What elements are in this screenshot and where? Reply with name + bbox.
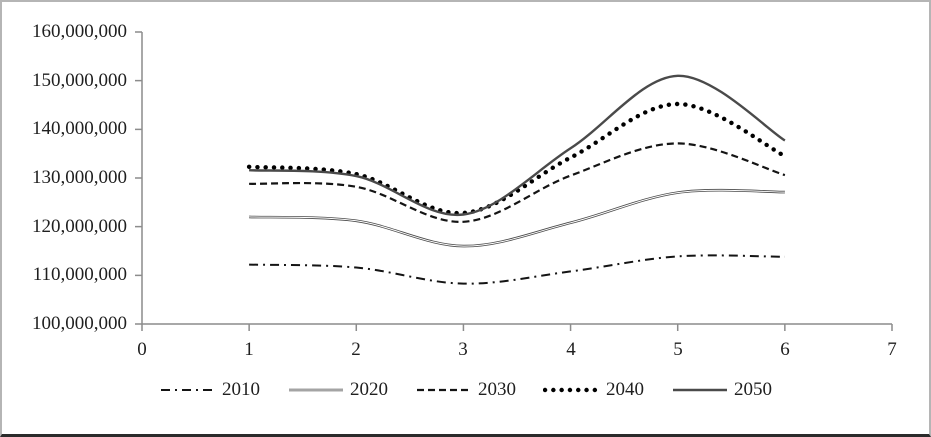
y-tick-label: 140,000,000 — [32, 118, 127, 139]
y-tick-label: 130,000,000 — [32, 167, 127, 188]
legend-label: 2030 — [478, 379, 516, 400]
legend-line-sample-dotted-icon — [543, 387, 601, 393]
legend-item-2040: 2040 — [543, 378, 644, 402]
legend-label: 2040 — [606, 379, 644, 400]
x-tick-label: 5 — [673, 339, 683, 360]
y-tick-label: 150,000,000 — [32, 70, 127, 91]
x-tick-label: 1 — [244, 339, 254, 360]
legend-item-2030: 2030 — [415, 378, 516, 402]
x-tick-label: 0 — [137, 339, 147, 360]
y-tick-label: 110,000,000 — [32, 264, 127, 285]
legend-item-2010: 2010 — [159, 378, 260, 402]
y-axis-tick-labels: 160,000,000 150,000,000 140,000,000 130,… — [0, 0, 131, 340]
legend-item-2050: 2050 — [671, 378, 772, 402]
x-tick-label: 2 — [351, 339, 361, 360]
legend-line-sample-thin-solid-icon — [289, 388, 343, 392]
legend-label: 2020 — [350, 379, 388, 400]
x-axis-tick-labels: 0 1 2 3 4 5 6 7 — [0, 339, 931, 365]
legend-item-2020: 2020 — [287, 378, 388, 402]
y-tick-label: 100,000,000 — [32, 313, 127, 334]
x-tick-label: 7 — [887, 339, 897, 360]
legend-label: 2010 — [222, 379, 260, 400]
y-tick-label: 120,000,000 — [32, 216, 127, 237]
chart-legend: 2010 2020 2030 2040 2050 — [0, 378, 931, 402]
legend-label: 2050 — [734, 379, 772, 400]
legend-line-sample-solid-icon — [673, 388, 727, 392]
y-tick-label: 160,000,000 — [32, 21, 127, 42]
legend-line-sample-dash-dot-icon — [161, 389, 215, 391]
x-tick-label: 3 — [458, 339, 468, 360]
x-tick-label: 4 — [566, 339, 576, 360]
legend-line-sample-dashed-icon — [417, 388, 471, 392]
top-edge-line — [25, 0, 790, 2]
x-tick-label: 6 — [780, 339, 790, 360]
